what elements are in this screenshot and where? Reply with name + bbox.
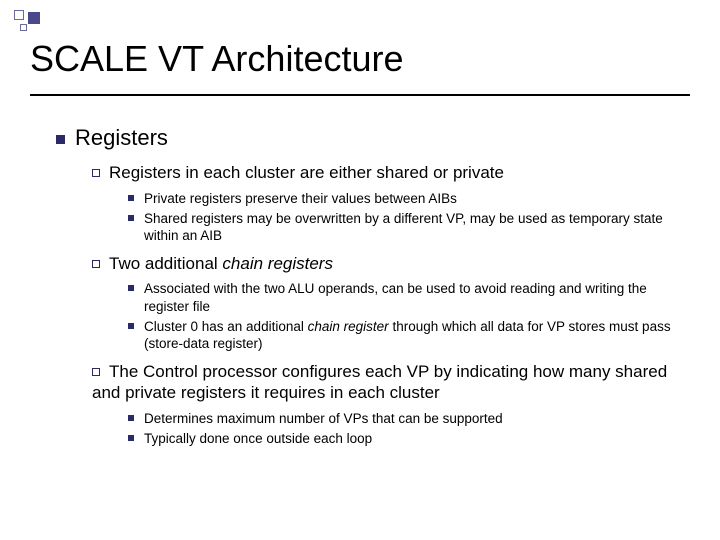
small-square-bullet-icon xyxy=(128,285,134,291)
bullet-text: Registers in each cluster are either sha… xyxy=(109,163,504,182)
slide: SCALE VT Architecture Registers Register… xyxy=(0,0,720,540)
bullet-lvl2: Registers in each cluster are either sha… xyxy=(92,162,686,184)
slide-title: SCALE VT Architecture xyxy=(30,38,690,80)
bullet-lvl2: Two additional chain registers xyxy=(92,253,686,275)
bullet-lvl3: Private registers preserve their values … xyxy=(128,190,686,207)
bullet-text: Determines maximum number of VPs that ca… xyxy=(144,410,686,427)
bullet-lvl3: Determines maximum number of VPs that ca… xyxy=(128,410,686,427)
small-square-bullet-icon xyxy=(128,415,134,421)
deco-square xyxy=(14,10,24,20)
bullet-lvl2: The Control processor configures each VP… xyxy=(92,361,686,405)
bullet-text: Private registers preserve their values … xyxy=(144,190,686,207)
small-square-bullet-icon xyxy=(128,323,134,329)
bullet-text: Shared registers may be overwritten by a… xyxy=(144,210,686,245)
deco-square xyxy=(28,12,40,24)
bullet-text: Cluster 0 has an additional chain regist… xyxy=(144,318,686,353)
bullet-text: Typically done once outside each loop xyxy=(144,430,686,447)
deco-square xyxy=(20,24,27,31)
hollow-square-bullet-icon xyxy=(92,368,100,376)
bullet-text: The Control processor configures each VP… xyxy=(92,362,667,403)
slide-body: Registers Registers in each cluster are … xyxy=(0,96,720,448)
small-square-bullet-icon xyxy=(128,215,134,221)
bullet-lvl3: Shared registers may be overwritten by a… xyxy=(128,210,686,245)
small-square-bullet-icon xyxy=(128,195,134,201)
bullet-lvl3: Associated with the two ALU operands, ca… xyxy=(128,280,686,315)
bullet-text: Associated with the two ALU operands, ca… xyxy=(144,280,686,315)
title-area: SCALE VT Architecture xyxy=(0,0,720,86)
hollow-square-bullet-icon xyxy=(92,169,100,177)
bullet-lvl1: Registers xyxy=(56,124,686,152)
bullet-text: Two additional chain registers xyxy=(109,254,333,273)
bullet-text: Registers xyxy=(75,125,168,150)
bullet-lvl3: Typically done once outside each loop xyxy=(128,430,686,447)
small-square-bullet-icon xyxy=(128,435,134,441)
bullet-lvl3: Cluster 0 has an additional chain regist… xyxy=(128,318,686,353)
hollow-square-bullet-icon xyxy=(92,260,100,268)
square-bullet-icon xyxy=(56,135,65,144)
